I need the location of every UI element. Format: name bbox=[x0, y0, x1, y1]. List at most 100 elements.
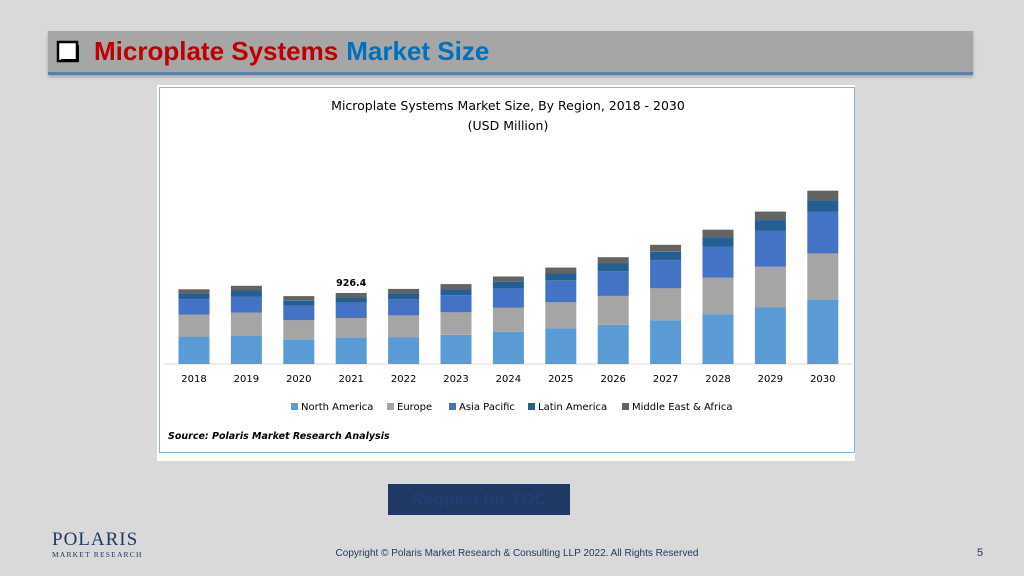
x-tick-label-2018: 2018 bbox=[181, 374, 206, 385]
legend-label-europe: Europe bbox=[397, 402, 432, 413]
checkbox-bullet-icon bbox=[56, 40, 79, 62]
bar-2027-europe bbox=[650, 288, 682, 321]
chart-legend: North America Europe Asia Pacific Latin Ame… bbox=[291, 402, 732, 413]
bar-2020-europe bbox=[283, 320, 315, 340]
bars-group bbox=[178, 190, 839, 364]
x-tick-label-2028: 2028 bbox=[705, 374, 730, 385]
bar-2028-europe bbox=[702, 277, 734, 315]
x-tick-label-2024: 2024 bbox=[496, 374, 521, 385]
legend-label-north-america: North America bbox=[301, 402, 373, 413]
bar-2029-north-america bbox=[754, 307, 786, 364]
x-tick-label-2019: 2019 bbox=[234, 374, 259, 385]
bar-2024-europe bbox=[492, 307, 524, 332]
bar-2030-europe bbox=[807, 253, 839, 300]
bar-2018-europe bbox=[178, 314, 210, 337]
bar-2020-latin-america bbox=[283, 300, 315, 306]
chart-subtitle: (USD Million) bbox=[468, 118, 549, 133]
bar-2026-latin-america bbox=[597, 263, 629, 272]
legend-label-latin-america: Latin America bbox=[538, 402, 607, 413]
bar-2027-middle-east-africa bbox=[650, 244, 682, 252]
polaris-logo: POLARIS MARKET RESEARCH bbox=[52, 530, 143, 560]
bar-2026-middle-east-africa bbox=[597, 257, 629, 264]
bar-2019-latin-america bbox=[230, 290, 262, 297]
x-tick-label-2027: 2027 bbox=[653, 374, 678, 385]
bar-2027-north-america bbox=[650, 320, 682, 364]
bar-2023-middle-east-africa bbox=[440, 284, 472, 290]
bar-2025-middle-east-africa bbox=[545, 267, 577, 274]
legend-swatch-latin-america bbox=[528, 403, 535, 410]
bar-2025-asia-pacific bbox=[545, 280, 577, 303]
bar-2023-north-america bbox=[440, 334, 472, 364]
copyright-text: Copyright © Polaris Market Research & Co… bbox=[335, 548, 699, 559]
bar-2025-north-america bbox=[545, 328, 577, 364]
logo-main-text: POLARIS bbox=[52, 529, 139, 550]
bar-2022-north-america bbox=[388, 337, 420, 364]
bar-2026-europe bbox=[597, 295, 629, 325]
legend-swatch-asia-pacific bbox=[449, 403, 456, 410]
bar-2028-latin-america bbox=[702, 237, 734, 247]
x-tick-labels: 2018 2019 2020 2021 2022 2023 2024 2025 2026 2027… bbox=[181, 374, 835, 385]
chart-panel: Microplate Systems Market Size, By Regio… bbox=[159, 87, 855, 453]
bar-2026-north-america bbox=[597, 324, 629, 364]
bar-2024-middle-east-africa bbox=[492, 276, 524, 282]
bar-2022-asia-pacific bbox=[388, 299, 420, 316]
chart-frame: Microplate Systems Market Size, By Regio… bbox=[157, 85, 855, 461]
x-tick-label-2022: 2022 bbox=[391, 374, 416, 385]
request-toc-button[interactable]: Request for TOC bbox=[388, 484, 570, 515]
bar-2030-latin-america bbox=[807, 200, 839, 212]
bar-2024-asia-pacific bbox=[492, 288, 524, 308]
x-tick-label-2021: 2021 bbox=[338, 374, 363, 385]
legend-swatch-middle-east-africa bbox=[622, 403, 629, 410]
bar-2024-north-america bbox=[492, 331, 524, 364]
bar-2028-asia-pacific bbox=[702, 246, 734, 278]
bar-2020-middle-east-africa bbox=[283, 296, 315, 301]
bar-2025-latin-america bbox=[545, 273, 577, 281]
bar-2027-asia-pacific bbox=[650, 260, 682, 289]
x-tick-label-2023: 2023 bbox=[443, 374, 468, 385]
bar-2026-asia-pacific bbox=[597, 271, 629, 296]
legend-label-middle-east-africa: Middle East & Africa bbox=[632, 402, 732, 413]
bar-2023-asia-pacific bbox=[440, 295, 472, 313]
title-secondary: Market Size bbox=[346, 36, 490, 66]
bar-2019-europe bbox=[230, 312, 262, 336]
bar-2021-asia-pacific bbox=[335, 302, 367, 318]
bar-2029-latin-america bbox=[754, 220, 786, 231]
chart-title: Microplate Systems Market Size, By Regio… bbox=[331, 98, 685, 113]
bar-2019-asia-pacific bbox=[230, 296, 262, 313]
bar-2020-north-america bbox=[283, 339, 315, 364]
bar-2021-north-america bbox=[335, 337, 367, 364]
title-bar: Microplate Systems Market Size bbox=[48, 31, 973, 75]
bar-2030-asia-pacific bbox=[807, 211, 839, 254]
x-tick-label-2029: 2029 bbox=[758, 374, 783, 385]
bar-2019-north-america bbox=[230, 335, 262, 364]
bar-2022-europe bbox=[388, 315, 420, 338]
bar-2021-latin-america bbox=[335, 297, 367, 303]
request-toc-label: Request for TOC bbox=[411, 489, 547, 509]
logo-sub-text: MARKET RESEARCH bbox=[52, 550, 143, 559]
bar-2030-middle-east-africa bbox=[807, 190, 839, 201]
bar-2028-middle-east-africa bbox=[702, 229, 734, 238]
bar-2021-europe bbox=[335, 318, 367, 338]
bar-2024-latin-america bbox=[492, 281, 524, 289]
bar-2030-north-america bbox=[807, 300, 839, 364]
bar-2029-europe bbox=[754, 266, 786, 308]
bar-2019-middle-east-africa bbox=[230, 285, 262, 291]
bar-2018-middle-east-africa bbox=[178, 289, 210, 294]
bar-2022-latin-america bbox=[388, 293, 420, 300]
x-tick-label-2020: 2020 bbox=[286, 374, 311, 385]
bar-2020-asia-pacific bbox=[283, 305, 315, 321]
title-primary: Microplate Systems bbox=[94, 36, 339, 66]
bar-2018-latin-america bbox=[178, 293, 210, 300]
bar-2022-middle-east-africa bbox=[388, 288, 420, 294]
bar-2028-north-america bbox=[702, 314, 734, 364]
stacked-bar-chart: Microplate Systems Market Size, By Regio… bbox=[164, 98, 852, 442]
bar-2025-europe bbox=[545, 302, 577, 329]
bar-2029-asia-pacific bbox=[754, 230, 786, 267]
x-tick-label-2026: 2026 bbox=[600, 374, 625, 385]
data-label-2021: 926.4 bbox=[336, 278, 366, 289]
bar-2021-middle-east-africa bbox=[335, 293, 367, 298]
bar-2018-asia-pacific bbox=[178, 299, 210, 315]
bar-2023-latin-america bbox=[440, 289, 472, 296]
legend-swatch-europe bbox=[387, 403, 394, 410]
x-tick-label-2030: 2030 bbox=[810, 374, 835, 385]
